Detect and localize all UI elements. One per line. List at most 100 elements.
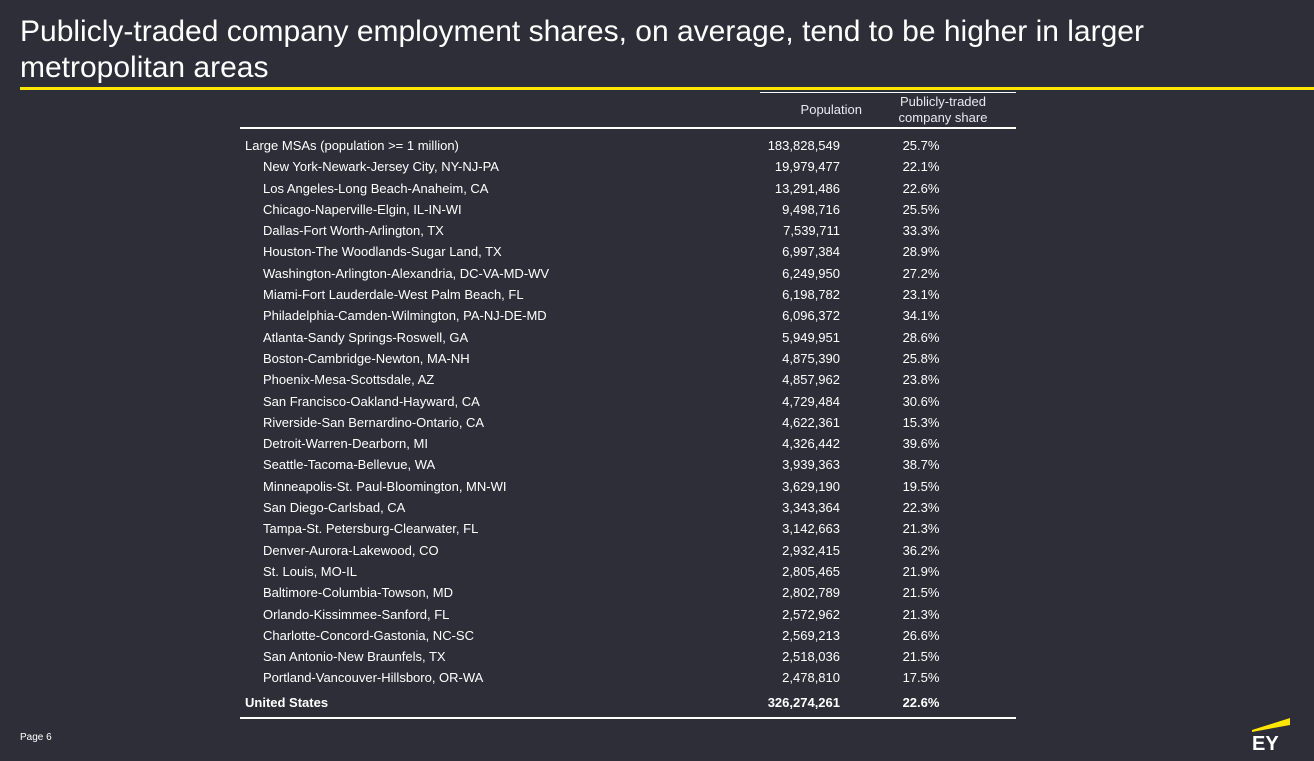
table-row: Portland-Vancouver-Hillsboro, OR-WA 2,478…: [240, 667, 1016, 688]
table-row: Charlotte-Concord-Gastonia, NC-SC 2,569,2…: [240, 625, 1016, 646]
row-population: 19,979,477: [774, 159, 840, 175]
row-population: 2,572,962: [782, 606, 840, 622]
msa-employment-table: Population Publicly-traded company share…: [240, 92, 1016, 719]
row-share: 23.1%: [902, 287, 940, 303]
row-label: Phoenix-Mesa-Scottsdale, AZ: [263, 372, 435, 388]
row-label: Portland-Vancouver-Hillsboro, OR-WA: [263, 670, 484, 686]
table-row: San Diego-Carlsbad, CA 3,343,364 22.3%: [240, 497, 1016, 518]
row-population: 5,949,951: [782, 329, 840, 345]
page-number: Page 6: [20, 732, 52, 743]
row-share: 28.6%: [902, 329, 940, 345]
row-share: 39.6%: [902, 436, 940, 452]
table-row: Phoenix-Mesa-Scottsdale, AZ 4,857,962 23.8…: [240, 369, 1016, 390]
row-population: 3,939,363: [782, 457, 840, 473]
header-label-column: [240, 92, 700, 128]
row-label: Los Angeles-Long Beach-Anaheim, CA: [263, 180, 489, 196]
row-population: 2,569,213: [782, 627, 840, 643]
row-label: Washington-Arlington-Alexandria, DC-VA-M…: [263, 265, 550, 281]
row-label: New York-Newark-Jersey City, NY-NJ-PA: [263, 159, 499, 175]
table-row: Baltimore-Columbia-Towson, MD 2,802,789 21…: [240, 582, 1016, 603]
table-row: Riverside-San Bernardino-Ontario, CA 4,62…: [240, 412, 1016, 433]
row-population: 3,629,190: [782, 478, 840, 494]
row-population: 3,343,364: [782, 500, 840, 516]
row-population: 9,498,716: [782, 201, 840, 217]
table-row: Dallas-Fort Worth-Arlington, TX 7,539,711…: [240, 220, 1016, 241]
row-label: San Francisco-Oakland-Hayward, CA: [263, 393, 480, 409]
row-share: 22.6%: [902, 180, 940, 196]
row-share: 15.3%: [902, 414, 940, 430]
table-row: New York-Newark-Jersey City, NY-NJ-PA 19,…: [240, 156, 1016, 177]
table-row: Seattle-Tacoma-Bellevue, WA 3,939,363 38.7…: [240, 454, 1016, 475]
table-header-row: Population Publicly-traded company share: [240, 92, 1016, 128]
row-share: 33.3%: [902, 223, 940, 239]
header-share: Publicly-traded company share: [870, 92, 1016, 128]
total-row: United States 326,274,261 22.6%: [240, 688, 1016, 719]
row-population: 4,875,390: [782, 350, 840, 366]
row-label: Atlanta-Sandy Springs-Roswell, GA: [263, 329, 469, 345]
group-population: 183,828,549: [767, 138, 840, 153]
row-label: Minneapolis-St. Paul-Bloomington, MN-WI: [263, 478, 507, 494]
table-row: San Francisco-Oakland-Hayward, CA 4,729,4…: [240, 391, 1016, 412]
table-row: Houston-The Woodlands-Sugar Land, TX 6,99…: [240, 241, 1016, 262]
table-row: San Antonio-New Braunfels, TX 2,518,036 21…: [240, 646, 1016, 667]
table-row: Washington-Arlington-Alexandria, DC-VA-M…: [240, 263, 1016, 284]
row-share: 22.1%: [902, 159, 940, 175]
row-label: Baltimore-Columbia-Towson, MD: [263, 585, 453, 601]
table-row: Los Angeles-Long Beach-Anaheim, CA 13,291…: [240, 178, 1016, 199]
row-label: Houston-The Woodlands-Sugar Land, TX: [263, 244, 502, 260]
row-share: 19.5%: [902, 478, 940, 494]
title-underline: [20, 87, 1314, 90]
table-row: Boston-Cambridge-Newton, MA-NH 4,875,390 2…: [240, 348, 1016, 369]
row-population: 3,142,663: [782, 521, 840, 537]
row-share: 25.8%: [902, 350, 940, 366]
row-population: 13,291,486: [774, 180, 840, 196]
group-row: Large MSAs (population >= 1 million) 183…: [240, 128, 1016, 156]
header-share-line2: company share: [898, 110, 988, 125]
row-share: 28.9%: [902, 244, 940, 260]
row-share: 17.5%: [902, 670, 940, 686]
table-row: Chicago-Naperville-Elgin, IL-IN-WI 9,498,…: [240, 199, 1016, 220]
row-population: 2,518,036: [782, 649, 840, 665]
row-population: 2,802,789: [782, 585, 840, 601]
row-share: 22.3%: [902, 500, 940, 516]
row-population: 2,932,415: [782, 542, 840, 558]
row-population: 2,805,465: [782, 563, 840, 579]
table-row: Detroit-Warren-Dearborn, MI 4,326,442 39.6…: [240, 433, 1016, 454]
ey-logo: EY: [1252, 718, 1290, 752]
row-label: Tampa-St. Petersburg-Clearwater, FL: [263, 521, 479, 537]
row-share: 26.6%: [902, 627, 940, 643]
table-row: Denver-Aurora-Lakewood, CO 2,932,415 36.2%: [240, 540, 1016, 561]
row-share: 21.3%: [902, 606, 940, 622]
row-share: 27.2%: [902, 265, 940, 281]
ey-logo-text: EY: [1252, 733, 1279, 752]
row-share: 25.5%: [902, 201, 940, 217]
row-share: 21.5%: [902, 585, 940, 601]
table-row: Tampa-St. Petersburg-Clearwater, FL 3,142…: [240, 518, 1016, 539]
row-label: Orlando-Kissimmee-Sanford, FL: [263, 606, 450, 622]
row-population: 4,622,361: [782, 414, 840, 430]
row-population: 6,096,372: [782, 308, 840, 324]
row-population: 4,326,442: [782, 436, 840, 452]
group-share: 25.7%: [902, 138, 940, 153]
table-row: St. Louis, MO-IL 2,805,465 21.9%: [240, 561, 1016, 582]
group-label: Large MSAs (population >= 1 million): [245, 138, 459, 153]
row-label: St. Louis, MO-IL: [263, 563, 357, 579]
row-label: Boston-Cambridge-Newton, MA-NH: [263, 350, 470, 366]
row-label: Seattle-Tacoma-Bellevue, WA: [263, 457, 436, 473]
header-share-line1: Publicly-traded: [900, 94, 986, 109]
total-population: 326,274,261: [700, 688, 870, 719]
row-label: Charlotte-Concord-Gastonia, NC-SC: [263, 627, 474, 643]
row-label: Denver-Aurora-Lakewood, CO: [263, 542, 439, 558]
row-label: Philadelphia-Camden-Wilmington, PA-NJ-DE…: [263, 308, 547, 324]
row-share: 21.9%: [902, 563, 940, 579]
row-label: Dallas-Fort Worth-Arlington, TX: [263, 223, 444, 239]
row-population: 2,478,810: [782, 670, 840, 686]
msa-table-container: Population Publicly-traded company share…: [240, 92, 1016, 719]
table-body: Large MSAs (population >= 1 million) 183…: [240, 128, 1016, 719]
row-population: 4,729,484: [782, 393, 840, 409]
table-row: Atlanta-Sandy Springs-Roswell, GA 5,949,9…: [240, 327, 1016, 348]
row-share: 38.7%: [902, 457, 940, 473]
total-share: 22.6%: [870, 688, 1016, 719]
table-row: Minneapolis-St. Paul-Bloomington, MN-WI 3…: [240, 476, 1016, 497]
row-share: 34.1%: [902, 308, 940, 324]
